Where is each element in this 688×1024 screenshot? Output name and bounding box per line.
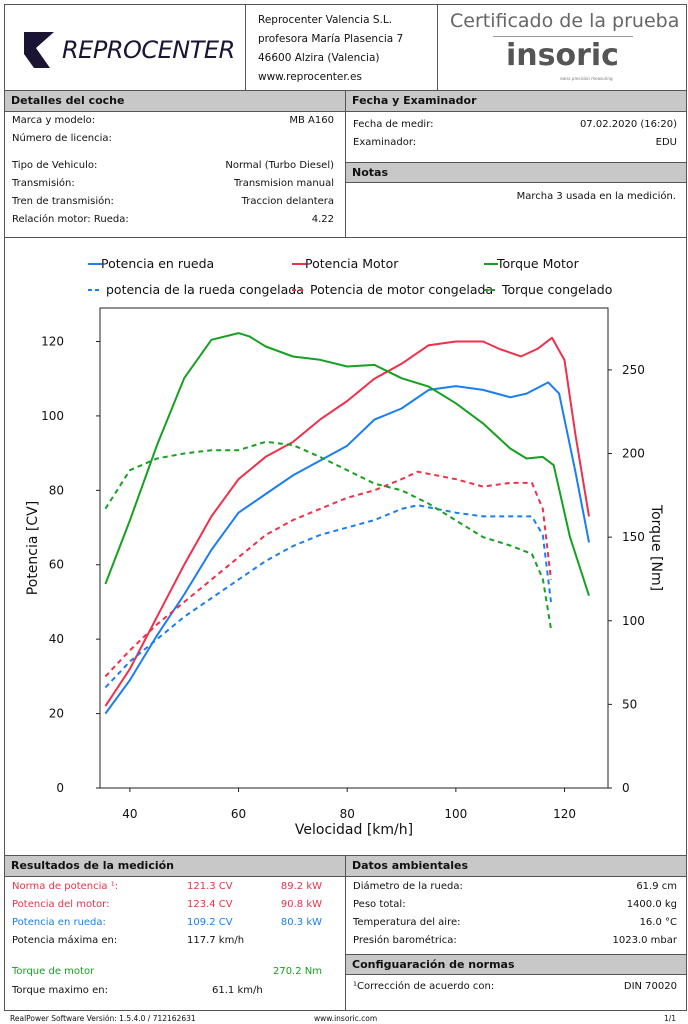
y2-tick-label: 200	[622, 447, 645, 461]
x-tick-label: 120	[553, 807, 576, 821]
car-row: Relación motor: Rueda: 4.22	[12, 214, 334, 225]
result-label: Norma de potencia ¹:	[12, 881, 119, 892]
result-label: Torque de motor	[12, 966, 95, 977]
result-v1: 123.4 CV	[187, 899, 233, 910]
footer-website[interactable]: www.insoric.com	[314, 1014, 378, 1023]
result-row: Torque maximo en: 61.1 km/h	[12, 985, 330, 999]
y2-axis-label: Torque [Nm]	[648, 504, 664, 591]
x-tick-label: 60	[231, 807, 246, 821]
ambient-row: Temperatura del aire: 16.0 °C	[353, 917, 677, 928]
norms-row: ¹Corrección de acuerdo con: DIN 70020	[353, 981, 677, 992]
car-row: Tipo de Vehiculo: Normal (Turbo Diesel)	[12, 160, 334, 171]
result-v2: 89.2 kW	[280, 881, 322, 892]
result-row: Norma de potencia ¹: 121.3 CV 89.2 kW	[12, 881, 330, 895]
y2-tick-label: 150	[622, 530, 645, 544]
legend-label: Torque congelado	[501, 282, 612, 297]
ambient-header: Datos ambientales	[346, 856, 686, 877]
y2-tick-label: 100	[622, 614, 645, 628]
y-tick-label: 20	[49, 707, 64, 721]
y-axis-label: Potencia [CV]	[25, 501, 41, 595]
car-row: Tren de transmisión: Traccion delantera	[12, 196, 334, 207]
series-line-3	[104, 504, 552, 689]
result-v1: 121.3 CV	[187, 881, 233, 892]
legend-label: Torque Motor	[496, 256, 580, 271]
exam-row: Fecha de medir: 07.02.2020 (16:20)	[353, 119, 677, 130]
result-v1: 109.2 CV	[187, 917, 233, 928]
result-label: Torque maximo en:	[12, 985, 108, 996]
x-tick-label: 80	[340, 807, 355, 821]
result-row: Potencia del motor: 123.4 CV 90.8 kW	[12, 899, 330, 913]
car-row: Transmisión: Transmision manual	[12, 178, 334, 189]
legend-label: potencia de la rueda congelada	[106, 282, 304, 297]
result-label: Potencia del motor:	[12, 899, 110, 910]
result-row: Potencia máxima en: 117.7 km/h	[12, 935, 330, 949]
result-label: Potencia en rueda:	[12, 917, 106, 928]
cert-title: Certificado de la prueba	[450, 10, 680, 32]
result-v2: 90.8 kW	[280, 899, 322, 910]
series-line-5	[104, 440, 552, 630]
result-v2: 80.3 kW	[280, 917, 322, 928]
y2-tick-label: 0	[622, 781, 630, 795]
ambient-row: Diámetro de la rueda: 61.9 cm	[353, 881, 677, 892]
result-row: Potencia en rueda: 109.2 CV 80.3 kW	[12, 917, 330, 931]
norms-header: Configuaración de normas	[346, 954, 686, 975]
y-tick-label: 0	[56, 781, 64, 795]
legend-label: Potencia Motor	[305, 256, 399, 271]
result-label: Potencia máxima en:	[12, 935, 118, 946]
logo-mark-icon	[24, 32, 54, 68]
exam-row: Examinador: EDU	[353, 137, 677, 148]
y2-tick-label: 50	[622, 697, 637, 711]
results-header: Resultados de la medición	[5, 856, 345, 877]
series-line-0	[104, 381, 590, 715]
plot-frame	[99, 307, 609, 789]
y-tick-label: 80	[49, 483, 64, 497]
legend-label: Potencia en rueda	[101, 256, 214, 271]
car-row: Marca y modelo: MB A160	[12, 115, 334, 126]
x-tick-label: 100	[444, 807, 467, 821]
y-tick-label: 60	[49, 558, 64, 572]
x-axis-label: Velocidad [km/h]	[295, 822, 413, 838]
y-tick-label: 40	[49, 632, 64, 646]
company-address: Reprocenter Valencia S.L. profesora Marí…	[258, 14, 404, 83]
series-line-4	[104, 470, 552, 678]
exam-header: Fecha y Examinador	[346, 91, 686, 112]
result-row: Torque de motor 270.2 Nm	[12, 966, 330, 980]
x-tick-label: 40	[122, 807, 137, 821]
insoric-logo: insoric	[506, 38, 619, 73]
result-v1: 117.7 km/h	[187, 935, 245, 946]
car-details-header: Detalles del coche	[5, 91, 345, 112]
footer-page: 1/1	[664, 1014, 677, 1023]
y-tick-label: 120	[41, 334, 64, 348]
car-row: Número de licencia:	[12, 133, 112, 144]
series-line-2	[104, 332, 590, 597]
reprocenter-logo: REPROCENTER	[24, 32, 235, 68]
ambient-row: Peso total: 1400.0 kg	[353, 899, 677, 910]
y2-tick-label: 250	[622, 363, 645, 377]
legend-label: Potencia de motor congelada	[310, 282, 493, 297]
notes-header: Notas	[346, 162, 686, 183]
result-v1: 61.1 km/h	[212, 985, 263, 996]
footer-software: RealPower Software Versión: 1.5.4.0 / 71…	[10, 1014, 196, 1023]
ambient-row: Presión barométrica: 1023.0 mbar	[353, 935, 677, 946]
notes-text: Marcha 3 usada en la medición.	[516, 191, 676, 202]
result-v2: 270.2 Nm	[272, 966, 322, 977]
y-tick-label: 100	[41, 409, 64, 423]
